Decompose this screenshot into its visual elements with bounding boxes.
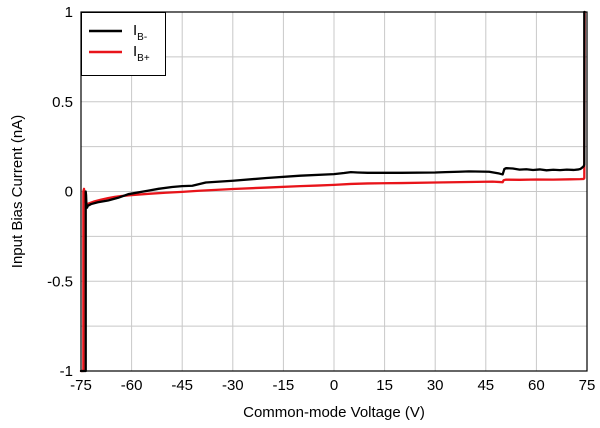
y-tick-label: -1 [60, 363, 73, 380]
legend-label-ib-minus: IB- [133, 22, 147, 43]
y-tick-label: 1 [65, 4, 73, 21]
grid [81, 12, 587, 371]
x-tick-label: -15 [273, 377, 295, 394]
x-tick-label: 0 [330, 377, 338, 394]
x-tick-label: 45 [477, 377, 494, 394]
x-tick-label: -75 [70, 377, 92, 394]
x-tick-label: 75 [579, 377, 596, 394]
legend-box [81, 12, 166, 76]
x-tick-label: -45 [171, 377, 193, 394]
x-tick-label: 15 [376, 377, 393, 394]
plot-frame [80, 11, 588, 372]
y-tick-label: 0.5 [52, 94, 73, 111]
x-tick-label: 30 [427, 377, 444, 394]
x-axis-title: Common-mode Voltage (V) [243, 404, 425, 421]
legend-label-ib-minus-main: I [133, 22, 137, 39]
legend-label-ib-plus-sub: B+ [137, 53, 150, 64]
x-tick-label: -60 [121, 377, 143, 394]
series-line-ib-minus [79, 10, 586, 373]
legend: IB- IB+ [81, 12, 166, 76]
y-axis-title: Input Bias Current (nA) [9, 115, 26, 268]
legend-label-ib-minus-sub: B- [137, 32, 147, 43]
x-tick-label: -30 [222, 377, 244, 394]
y-axis-ticks: -1 -0.5 0 0.5 1 [47, 4, 73, 380]
series-line-ib-plus [79, 10, 586, 373]
series-lines [79, 10, 586, 373]
x-tick-label: 60 [528, 377, 545, 394]
legend-label-ib-plus-main: I [133, 43, 137, 60]
y-tick-label: 0 [65, 184, 73, 201]
legend-label-ib-plus: IB+ [133, 43, 150, 64]
x-axis-ticks: -75 -60 -45 -30 -15 0 15 30 45 60 75 [70, 377, 595, 394]
y-tick-label: -0.5 [47, 273, 73, 290]
